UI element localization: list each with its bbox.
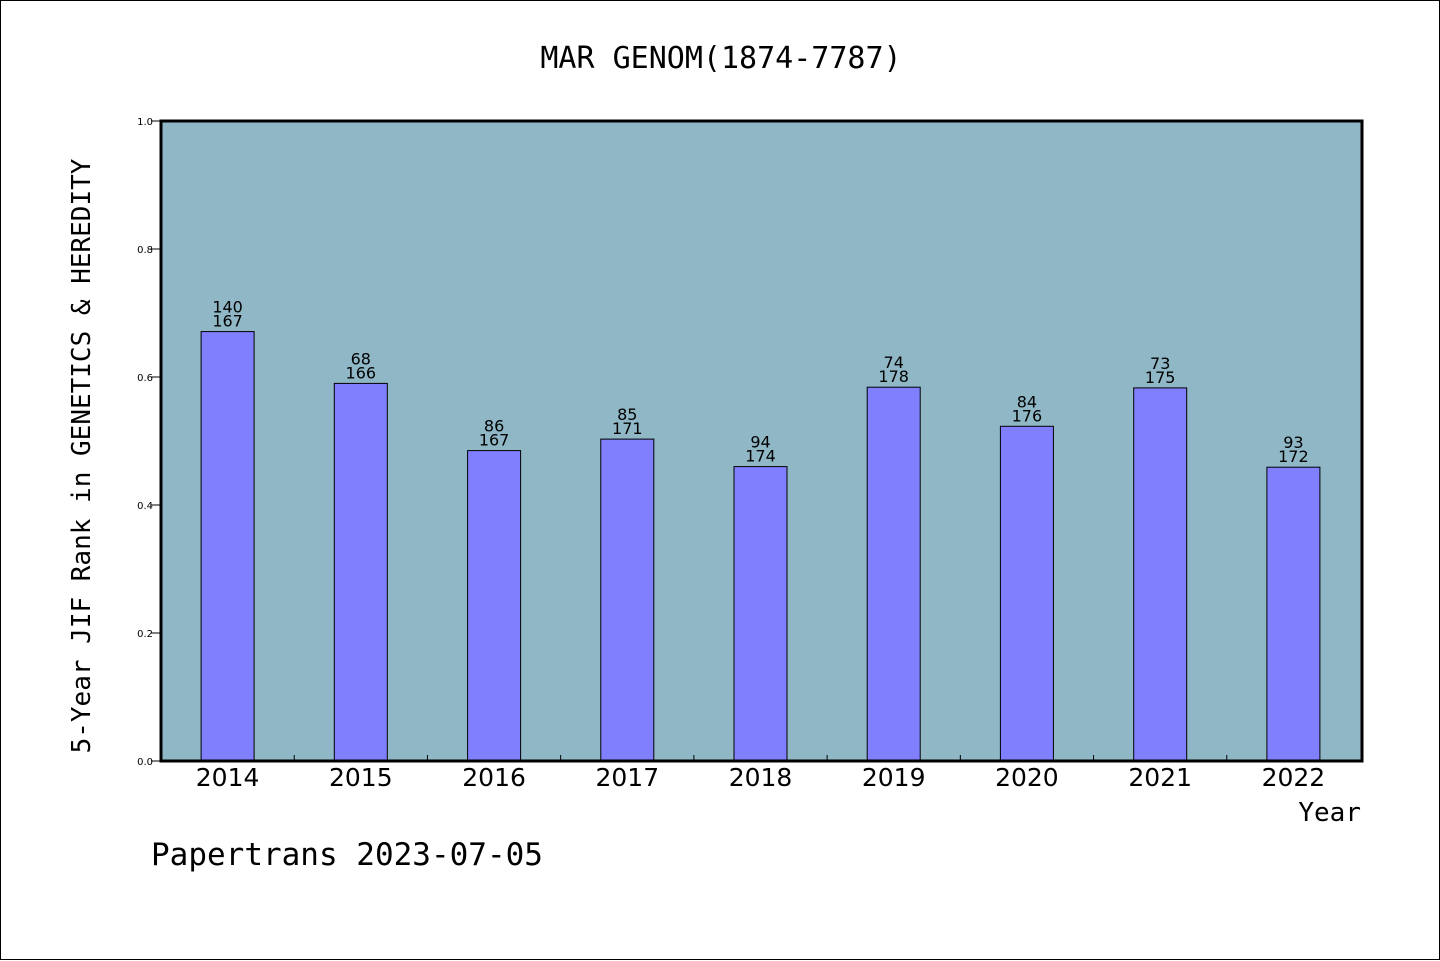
bar-rank-label-2015: 68: [351, 349, 371, 368]
x-tick-label-2018: 2018: [729, 763, 793, 792]
y-tick-label: 0.8: [137, 245, 153, 256]
bar-2015: [333, 382, 388, 762]
x-tick-label-2020: 2020: [995, 763, 1059, 792]
y-axis-label: 5-Year JIF Rank in GENETICS & HEREDITY: [67, 158, 97, 753]
x-tick-label-2021: 2021: [1128, 763, 1192, 792]
x-axis-label: Year: [1298, 798, 1361, 828]
x-tick-label-2017: 2017: [595, 763, 659, 792]
bar-2020: [999, 425, 1054, 762]
bar-2019: [866, 386, 921, 762]
bar-total-label-2016: 167: [479, 431, 510, 450]
bar-rank-label-2020: 84: [1017, 392, 1037, 411]
bar-2014: [200, 331, 255, 762]
x-tick-label-2015: 2015: [329, 763, 393, 792]
bar-rank-label-2019: 74: [884, 353, 904, 372]
bar-total-label-2019: 178: [878, 367, 909, 386]
y-tick-label: 1.0: [137, 117, 153, 128]
y-tick-label: 0.2: [137, 629, 153, 640]
x-tick-label-2016: 2016: [462, 763, 526, 792]
plot-border: [159, 119, 1364, 763]
bar-total-label-2018: 174: [745, 447, 776, 466]
x-tick-label-2019: 2019: [862, 763, 926, 792]
y-tick-label: 0.4: [137, 501, 153, 512]
x-axis: 2014 2015 2016 2017 2018 2019 2020 2021 2022: [196, 755, 1325, 792]
bar-2016: [467, 450, 522, 762]
bar-rank-label-2018: 94: [750, 433, 770, 452]
bar-2021: [1133, 387, 1188, 762]
bar-2017: [600, 438, 655, 762]
bar-total-label-2017: 171: [612, 419, 643, 438]
bar-rank-label-2021: 73: [1150, 354, 1170, 373]
bar-rank-label-2022: 93: [1283, 433, 1303, 452]
bars-group: 1401676816686167851719417474178841767317…: [200, 298, 1321, 762]
y-tick-label: 0.0: [137, 757, 153, 768]
bar-rank-label-2017: 85: [617, 405, 637, 424]
footer-text: Papertrans 2023-07-05: [151, 837, 543, 873]
x-tick-label-2022: 2022: [1262, 763, 1326, 792]
y-tick-label: 0.6: [137, 373, 153, 384]
bar-total-label-2022: 172: [1278, 447, 1309, 466]
bar-total-label-2021: 175: [1145, 368, 1176, 387]
chart-title: MAR GENOM(1874-7787): [540, 41, 901, 76]
bar-rank-label-2014: 140: [212, 298, 243, 317]
bar-2018: [733, 466, 788, 762]
bar-total-label-2015: 166: [346, 363, 377, 382]
x-tick-label-2014: 2014: [196, 763, 260, 792]
bar-2022: [1266, 466, 1321, 762]
bar-rank-label-2016: 86: [484, 417, 504, 436]
y-axis: 0.0 0.2 0.4 0.6 0.8 1.0: [137, 117, 161, 768]
bar-total-label-2020: 176: [1012, 406, 1043, 425]
bar-total-label-2014: 167: [212, 312, 243, 331]
